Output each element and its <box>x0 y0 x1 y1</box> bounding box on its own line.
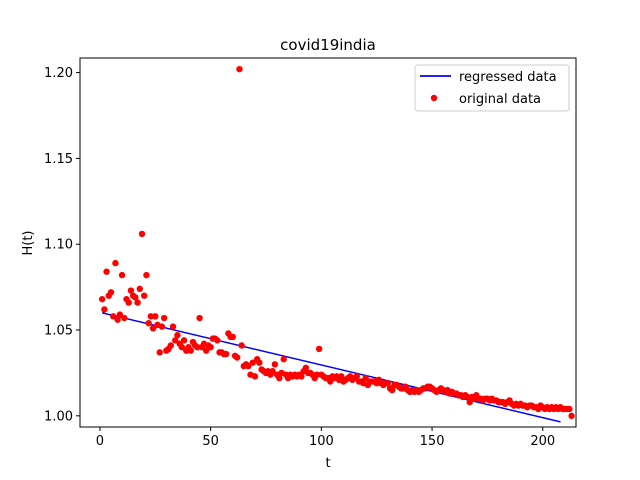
original-data-point <box>118 271 126 279</box>
y-tick-label: 1.00 <box>44 409 73 424</box>
original-data-point <box>362 374 369 382</box>
original-data-point <box>110 313 117 320</box>
original-data-point <box>327 378 334 385</box>
original-data-point <box>302 364 310 371</box>
original-data-point <box>125 299 132 306</box>
x-tick-label: 100 <box>309 434 334 449</box>
y-axis-label: H(t) <box>21 230 36 255</box>
original-data-point <box>98 295 106 303</box>
legend-label-regressed: regressed data <box>459 70 557 85</box>
original-points-group <box>98 65 575 420</box>
original-data-point <box>136 285 143 293</box>
original-data-point <box>143 271 150 279</box>
original-data-point <box>234 354 241 361</box>
legend-box <box>414 64 570 112</box>
original-data-point <box>147 313 155 320</box>
original-data-point <box>353 373 360 380</box>
original-data-point <box>338 373 345 380</box>
original-data-point <box>158 323 166 330</box>
original-data-point <box>249 359 256 366</box>
original-data-point <box>466 398 473 406</box>
original-data-point <box>134 299 141 306</box>
legend-swatch-original <box>430 94 438 102</box>
original-data-point <box>156 349 163 356</box>
original-data-point <box>251 373 259 380</box>
original-data-point <box>187 347 194 354</box>
x-tick-label: 150 <box>420 434 445 449</box>
original-data-point <box>384 380 391 387</box>
original-data-point <box>298 373 305 380</box>
chart-title: covid19india <box>280 36 376 54</box>
original-data-point <box>127 287 135 294</box>
original-data-point <box>236 65 243 73</box>
original-data-point <box>194 343 201 351</box>
original-data-point <box>114 316 121 323</box>
original-data-point <box>196 314 203 322</box>
y-axis: 1.00 1.05 1.10 1.15 1.20 <box>44 66 80 424</box>
original-data-point <box>568 412 575 420</box>
original-data-point <box>116 311 124 318</box>
original-data-point <box>229 333 236 341</box>
regressed-line <box>101 312 561 423</box>
original-data-point <box>315 345 323 353</box>
x-axis: 0 50 100 150 200 <box>96 427 555 449</box>
original-data-point <box>107 289 115 296</box>
y-tick-label: 1.05 <box>44 324 73 339</box>
original-data-point <box>167 342 174 349</box>
original-data-point <box>132 294 139 301</box>
original-data-point <box>160 314 168 322</box>
original-data-point <box>121 314 128 322</box>
original-data-point <box>103 268 110 275</box>
original-data-point <box>222 350 230 358</box>
original-data-point <box>169 323 177 330</box>
x-tick-label: 200 <box>530 434 555 449</box>
original-data-point <box>245 362 252 370</box>
legend-label-original: original data <box>459 92 541 107</box>
axes-frame <box>79 57 577 428</box>
original-data-point <box>271 361 279 368</box>
original-data-point <box>178 343 186 351</box>
original-data-point <box>214 337 221 344</box>
original-data-point <box>112 259 119 267</box>
y-tick-label: 1.20 <box>44 66 73 81</box>
original-data-point <box>280 356 287 363</box>
original-data-point <box>141 292 148 299</box>
original-data-point <box>152 313 159 320</box>
x-tick-label: 50 <box>202 434 219 449</box>
x-tick-label: 0 <box>96 434 104 449</box>
original-data-point <box>566 405 573 413</box>
plot-area <box>98 65 575 423</box>
original-data-point <box>180 337 188 344</box>
original-data-point <box>269 368 276 375</box>
original-data-point <box>256 359 263 366</box>
regressed-line-group <box>101 312 561 423</box>
original-data-point <box>389 386 396 394</box>
y-tick-label: 1.10 <box>44 238 73 253</box>
original-data-point <box>172 337 179 344</box>
y-tick-label: 1.15 <box>44 152 73 167</box>
original-data-point <box>145 319 152 327</box>
x-axis-label: t <box>325 456 330 471</box>
original-data-point <box>149 325 157 332</box>
legend: regressed data original data <box>414 64 570 112</box>
original-data-point <box>238 342 245 349</box>
original-data-point <box>138 230 146 238</box>
original-data-point <box>174 331 181 339</box>
original-data-point <box>203 347 210 354</box>
original-data-point <box>464 393 471 401</box>
original-data-point <box>101 306 108 313</box>
original-data-point <box>276 374 283 382</box>
original-data-point <box>313 371 321 378</box>
original-data-point <box>207 343 214 351</box>
